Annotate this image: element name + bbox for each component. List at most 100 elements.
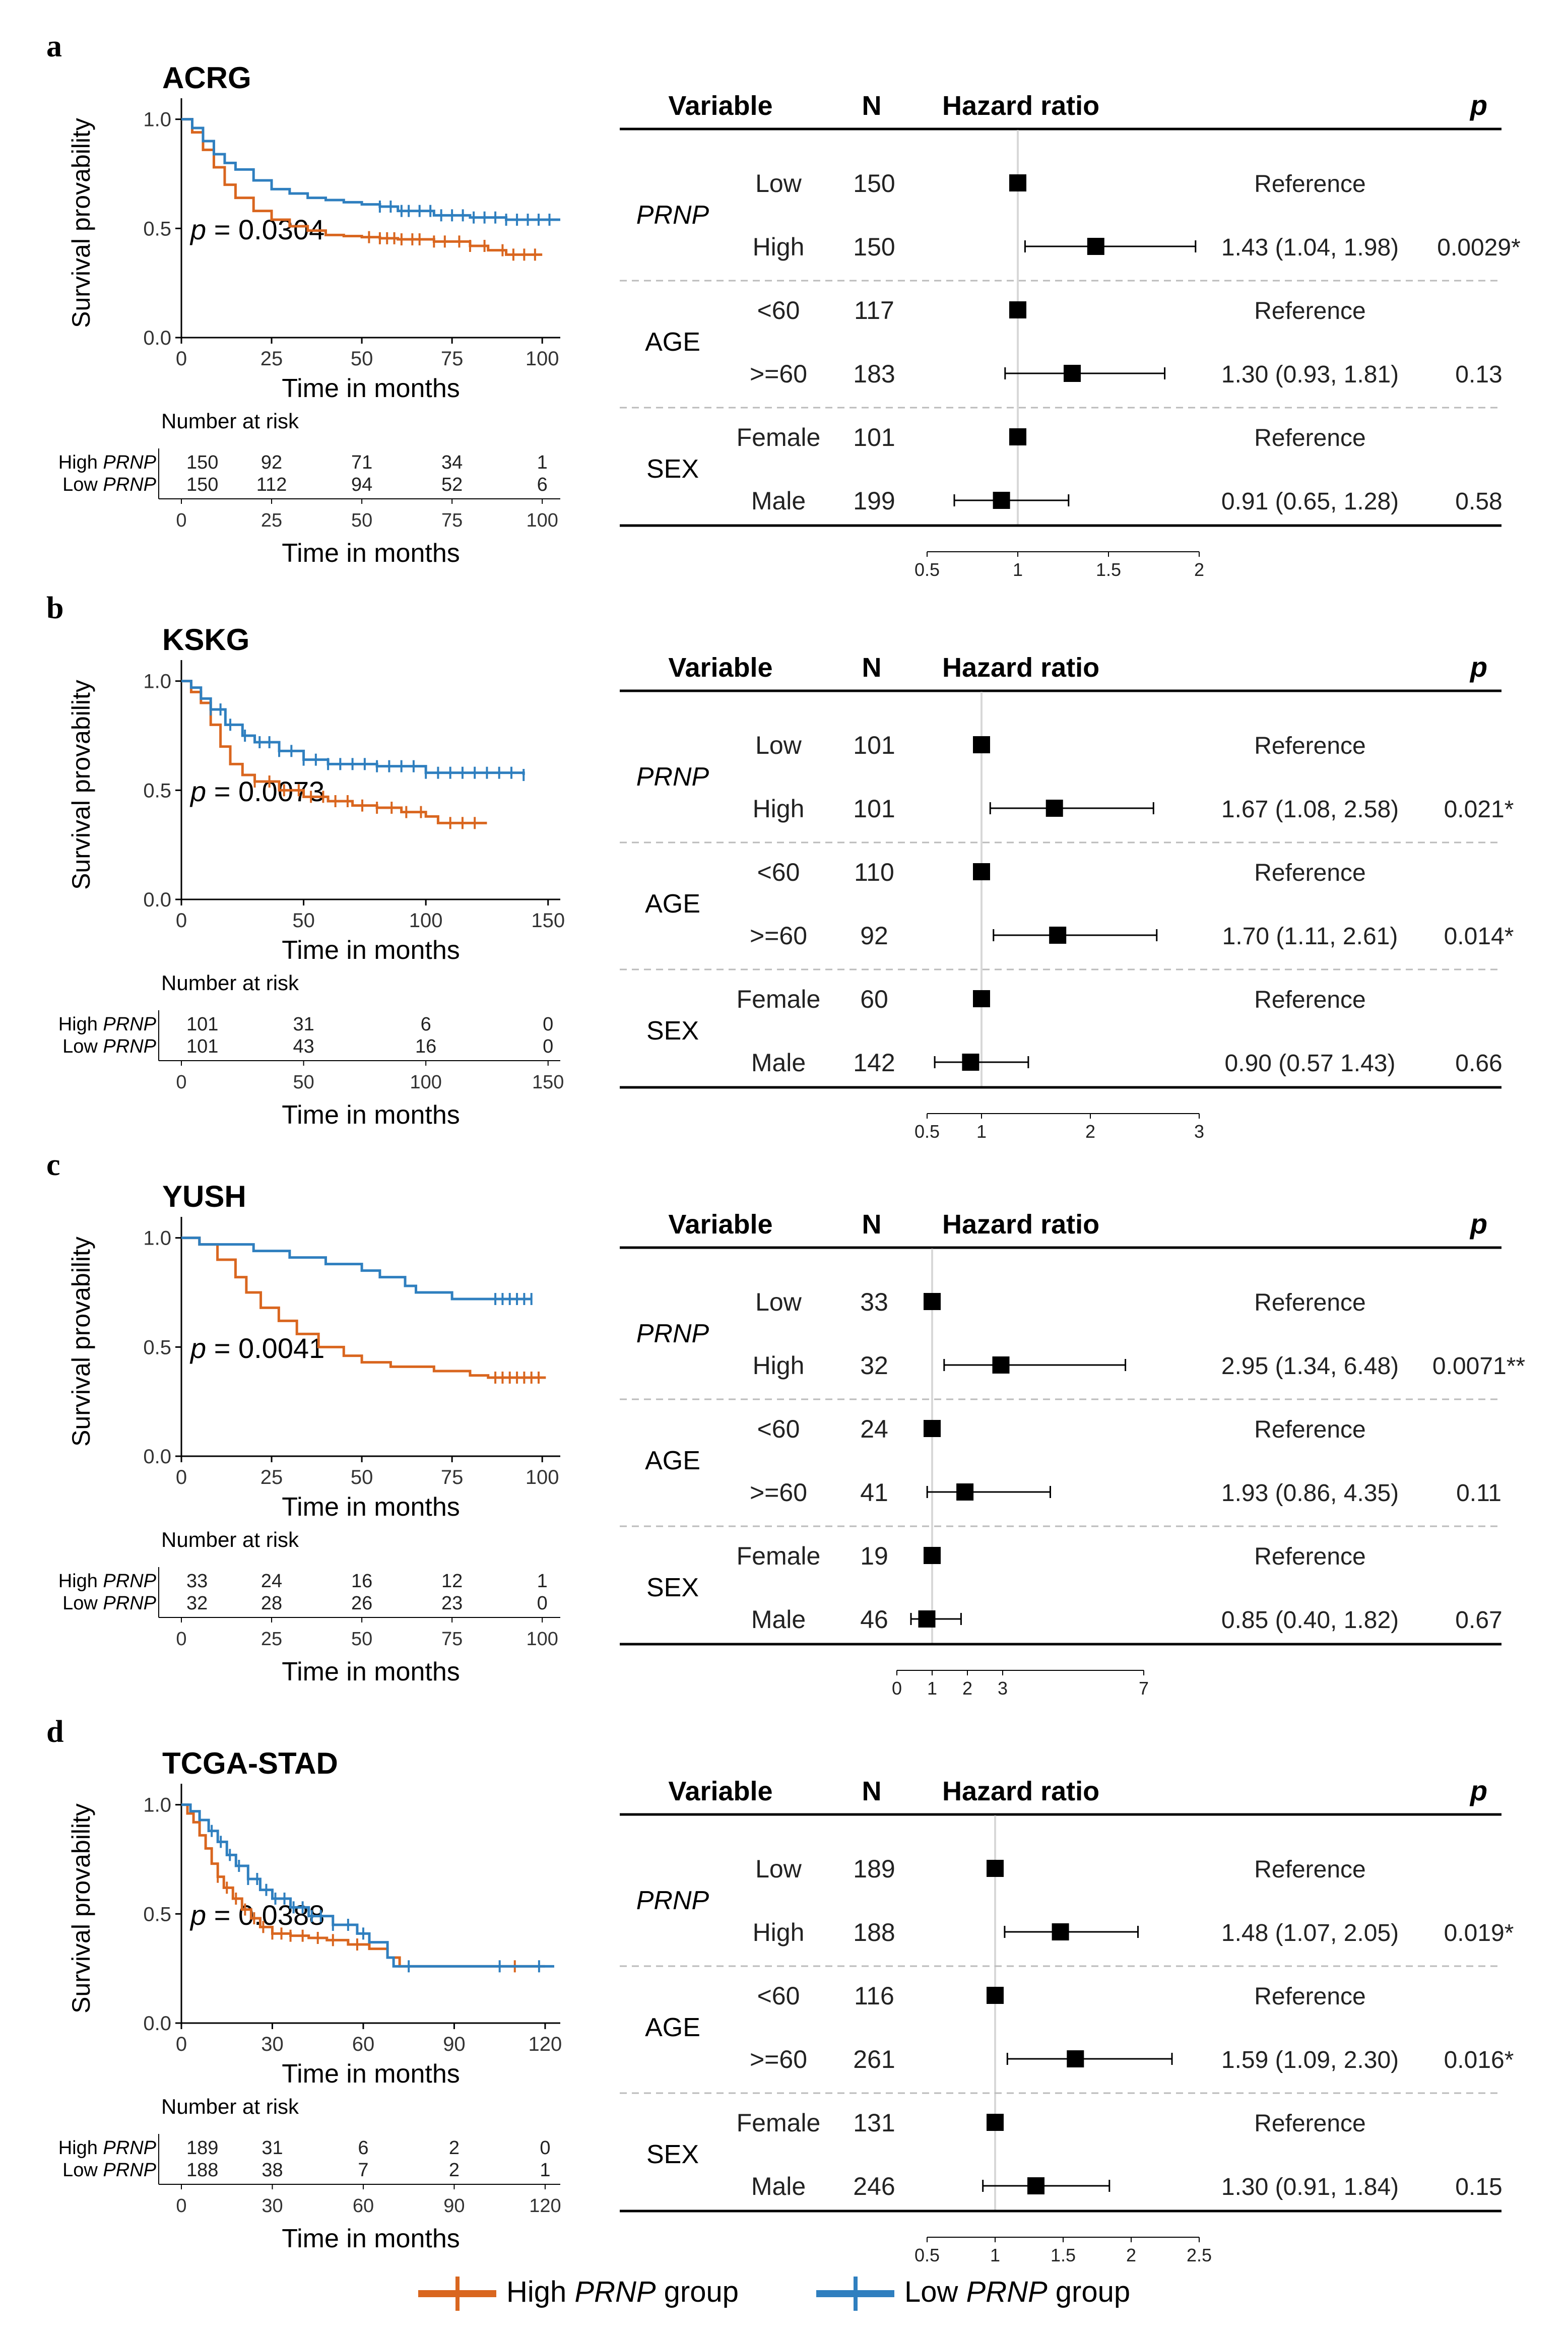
risk-count: 94	[351, 474, 372, 495]
row-hr-text: 1.30 (0.91, 1.84)	[1221, 2174, 1399, 2200]
risk-row-label-high: High PRNP	[58, 1571, 157, 1592]
row-n: 110	[854, 858, 894, 886]
risk-label-text: High	[58, 2137, 103, 2159]
row-level: Female	[737, 985, 821, 1013]
risk-tick-label: 25	[261, 1629, 282, 1650]
hr-marker	[992, 1356, 1010, 1374]
row-level: High	[753, 1351, 805, 1380]
risk-tick-label: 50	[351, 1629, 372, 1650]
risk-label-text: Low	[62, 1036, 103, 1057]
risk-count: 188	[186, 2160, 218, 2181]
risk-row-label-low: Low PRNP	[62, 1036, 157, 1057]
risk-count: 32	[186, 1593, 208, 1614]
row-level: Low	[755, 169, 802, 198]
row-n: 142	[853, 1049, 895, 1077]
row-hr-text: 1.48 (1.07, 2.05)	[1221, 1920, 1399, 1946]
x-tick-label: 0	[176, 1466, 187, 1488]
risk-count: 7	[358, 2160, 368, 2181]
hr-marker	[973, 990, 990, 1007]
row-n: 92	[860, 922, 888, 950]
row-level: >=60	[750, 2045, 807, 2073]
hr-marker	[1046, 800, 1063, 817]
hr-marker	[962, 1054, 979, 1071]
forest-panel-b: Variable N Hazard ratio p PRNP Low 101 Referenc…	[620, 651, 1514, 1142]
risk-count: 101	[186, 1014, 218, 1035]
p-value-text: p = 0.0388	[189, 1899, 324, 1931]
x-axis-label: Time in months	[282, 1492, 460, 1522]
y-axis-label: Survival provability	[67, 1237, 95, 1447]
km-panel-d: d TCGA-STAD Survival provability 0.0 0.5 1.0 0…	[46, 1715, 562, 2253]
y-axis-label: Survival provability	[67, 680, 95, 890]
row-n: 101	[853, 795, 895, 823]
risk-count: 92	[261, 452, 282, 473]
risk-x-axis-label: Time in months	[282, 1657, 460, 1686]
row-hr-text: Reference	[1254, 2110, 1365, 2137]
forest-x-tick-label: 0	[892, 1678, 902, 1699]
row-n: 24	[860, 1415, 888, 1443]
group-label-age: AGE	[645, 1446, 700, 1475]
row-level: <60	[757, 1415, 800, 1443]
p-value: = 0.0388	[206, 1899, 324, 1931]
row-hr-text: Reference	[1254, 1289, 1365, 1316]
legend-text-part: group	[656, 2276, 739, 2308]
row-n: 101	[853, 731, 895, 759]
risk-row-label-high: High PRNP	[58, 1014, 157, 1035]
group-label-prnp: PRNP	[636, 201, 709, 230]
forest-x-tick-label: 7	[1139, 1678, 1149, 1699]
y-tick-label: 0.0	[143, 889, 171, 911]
row-hr-text: Reference	[1254, 1856, 1365, 1883]
header-variable: Variable	[668, 1776, 772, 1806]
forest-x-tick-label: 1	[976, 1121, 987, 1142]
legend-text-part: PRNP	[966, 2276, 1048, 2308]
group-label-age: AGE	[645, 2013, 700, 2042]
forest-x-tick-label: 1	[927, 1678, 937, 1699]
risk-count: 16	[415, 1036, 436, 1057]
km-curve-high	[181, 1237, 546, 1379]
p-value: = 0.0041	[206, 1332, 324, 1364]
p-value-text: p = 0.0073	[189, 775, 324, 807]
p-value: = 0.0073	[206, 775, 324, 807]
legend-label-low: Low PRNP group	[904, 2276, 1130, 2308]
p-value-text: p = 0.0041	[189, 1332, 324, 1364]
row-level: High	[753, 233, 805, 261]
risk-count: 6	[421, 1014, 431, 1035]
x-tick-label: 120	[529, 2033, 562, 2055]
p-symbol: p	[189, 775, 206, 807]
row-n: 117	[854, 296, 894, 324]
row-n: 150	[853, 169, 895, 198]
panel-letter: d	[46, 1715, 63, 1749]
row-p: 0.014*	[1444, 923, 1514, 950]
row-hr-text: 1.30 (0.93, 1.81)	[1221, 361, 1399, 388]
row-hr-text: Reference	[1254, 987, 1365, 1013]
risk-label-text: High	[58, 1571, 103, 1592]
legend-text-part: group	[1048, 2276, 1130, 2308]
row-level: Low	[755, 1855, 802, 1883]
header-hazard-ratio: Hazard ratio	[942, 91, 1099, 121]
hr-marker	[918, 1610, 936, 1628]
risk-row-label-high: High PRNP	[58, 2137, 157, 2159]
row-level: >=60	[750, 922, 807, 950]
risk-count: 52	[441, 474, 463, 495]
forest-x-tick-label: 3	[1194, 1121, 1204, 1142]
row-hr-text: Reference	[1254, 860, 1365, 886]
row-n: 32	[860, 1351, 888, 1380]
x-tick-label: 0	[176, 910, 187, 932]
risk-tick-label: 90	[443, 2195, 465, 2217]
row-p: 0.11	[1456, 1480, 1501, 1507]
risk-count: 16	[351, 1571, 372, 1592]
risk-label-gene: PRNP	[103, 2160, 156, 2181]
risk-label-gene: PRNP	[103, 2137, 156, 2159]
row-level: <60	[757, 296, 800, 324]
risk-label-gene: PRNP	[103, 1571, 156, 1592]
forest-x-tick-label: 2	[962, 1678, 972, 1699]
risk-count: 0	[543, 1014, 553, 1035]
row-level: <60	[757, 858, 800, 886]
risk-label-text: Low	[62, 2160, 103, 2181]
risk-count: 31	[293, 1014, 314, 1035]
chart-title: KSKG	[162, 623, 249, 657]
risk-count: 189	[186, 2137, 218, 2159]
hr-marker	[924, 1420, 941, 1437]
risk-label-gene: PRNP	[103, 1036, 156, 1057]
hr-marker	[1027, 2177, 1044, 2194]
